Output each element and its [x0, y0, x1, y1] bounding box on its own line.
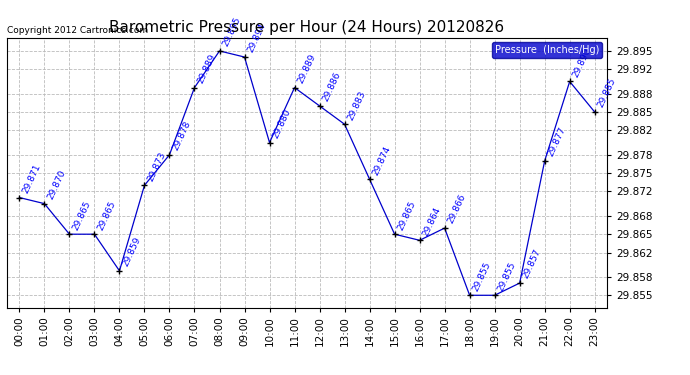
- Legend: Pressure  (Inches/Hg): Pressure (Inches/Hg): [492, 42, 602, 58]
- Text: 29.874: 29.874: [371, 144, 393, 177]
- Text: 29.865: 29.865: [71, 199, 92, 231]
- Text: 29.889: 29.889: [196, 53, 217, 85]
- Text: Copyright 2012 Cartronics.com: Copyright 2012 Cartronics.com: [7, 26, 148, 35]
- Text: 29.886: 29.886: [321, 71, 342, 103]
- Text: 29.895: 29.895: [221, 16, 242, 48]
- Text: 29.855: 29.855: [496, 260, 518, 292]
- Text: 29.894: 29.894: [246, 22, 267, 54]
- Text: 29.865: 29.865: [396, 199, 417, 231]
- Text: 29.889: 29.889: [296, 53, 317, 85]
- Text: 29.883: 29.883: [346, 89, 368, 122]
- Text: 29.857: 29.857: [521, 248, 542, 280]
- Text: 29.855: 29.855: [471, 260, 493, 292]
- Text: 29.871: 29.871: [21, 162, 42, 195]
- Text: 29.859: 29.859: [121, 236, 142, 268]
- Text: 29.880: 29.880: [271, 108, 293, 140]
- Text: 29.866: 29.866: [446, 193, 468, 225]
- Text: 29.885: 29.885: [596, 77, 618, 109]
- Text: 29.877: 29.877: [546, 126, 568, 158]
- Text: 29.890: 29.890: [571, 46, 593, 79]
- Text: 29.870: 29.870: [46, 168, 68, 201]
- Text: 29.865: 29.865: [96, 199, 117, 231]
- Text: 29.873: 29.873: [146, 150, 168, 183]
- Text: 29.878: 29.878: [171, 120, 193, 152]
- Title: Barometric Pressure per Hour (24 Hours) 20120826: Barometric Pressure per Hour (24 Hours) …: [110, 20, 504, 35]
- Text: 29.864: 29.864: [421, 205, 442, 237]
